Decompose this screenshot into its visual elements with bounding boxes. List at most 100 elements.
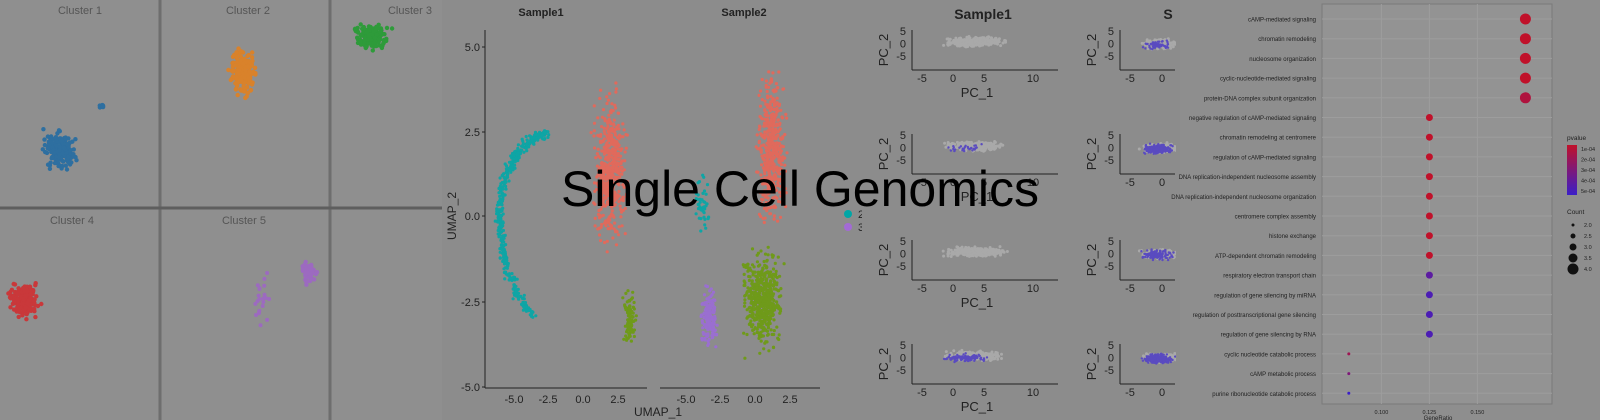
- scatter-point: [605, 95, 609, 99]
- scatter-point: [24, 312, 29, 317]
- scatter-point: [1158, 144, 1162, 147]
- scatter-point: [601, 108, 606, 112]
- scatter-point: [617, 233, 621, 237]
- scatter-point: [759, 201, 764, 205]
- scatter-point: [59, 166, 64, 171]
- scatter-point: [601, 139, 605, 143]
- scatter-point: [763, 206, 767, 210]
- scatter-point: [23, 305, 29, 310]
- scatter-point: [1150, 43, 1154, 46]
- scatter-point: [760, 133, 764, 138]
- cluster-5-scatter: [253, 271, 272, 328]
- scatter-point: [763, 216, 767, 220]
- scatter-point: [613, 103, 617, 107]
- scatter-point: [605, 192, 609, 196]
- scatter-point: [1154, 145, 1158, 148]
- scatter-point: [600, 222, 604, 227]
- y-axis-label: PC_2: [876, 138, 891, 171]
- scatter-point: [598, 156, 602, 160]
- scatter-point: [501, 228, 505, 233]
- cluster-1-outlier: [97, 102, 106, 110]
- scatter-point: [238, 77, 244, 82]
- scatter-point: [358, 22, 363, 27]
- scatter-point: [754, 145, 758, 149]
- scatter-point: [507, 179, 511, 183]
- y-tick-label: -5: [1104, 155, 1114, 167]
- scatter-point: [606, 148, 611, 152]
- scatter-point: [629, 339, 634, 343]
- scatter-point: [973, 37, 976, 41]
- scatter-point: [527, 309, 531, 313]
- scatter-point: [743, 283, 747, 287]
- scatter-point: [781, 200, 786, 204]
- scatter-point: [1146, 149, 1149, 152]
- scatter-point: [773, 144, 777, 149]
- scatter-point: [997, 250, 1000, 254]
- scatter-point: [697, 202, 701, 206]
- y-tick-label: 5: [900, 130, 906, 142]
- scatter-point: [592, 104, 596, 108]
- scatter-point: [254, 313, 258, 317]
- scatter-point: [783, 187, 788, 191]
- scatter-point: [547, 133, 551, 137]
- scatter-point: [262, 283, 267, 288]
- scatter-point: [25, 301, 30, 306]
- x-tick-label: 0: [1159, 73, 1165, 85]
- x-tick-label: 0.0: [747, 394, 762, 406]
- scatter-point: [1169, 147, 1172, 151]
- scatter-point: [778, 309, 783, 313]
- scatter-point: [57, 144, 62, 150]
- scatter-point: [768, 147, 772, 151]
- scatter-point: [754, 291, 758, 296]
- scatter-point: [601, 149, 605, 153]
- scatter-point: [1151, 45, 1155, 48]
- scatter-point: [1153, 143, 1156, 147]
- scatter-point: [781, 136, 785, 140]
- scatter-point: [777, 288, 781, 293]
- scatter-point: [764, 83, 768, 87]
- scatter-point: [505, 172, 510, 176]
- scatter-point: [544, 131, 548, 136]
- scatter-point: [61, 159, 66, 164]
- scatter-point: [257, 308, 262, 313]
- scatter-point: [257, 287, 262, 291]
- scatter-point: [762, 294, 766, 298]
- scatter-point: [230, 74, 236, 79]
- scatter-point: [382, 32, 387, 37]
- scatter-point: [522, 150, 526, 154]
- scatter-point: [495, 210, 499, 214]
- scatter-point: [532, 142, 536, 146]
- scatter-point: [599, 88, 603, 92]
- cluster-label: Cluster 4: [50, 215, 94, 227]
- scatter-point: [600, 125, 604, 129]
- scatter-point: [760, 98, 764, 102]
- scatter-point: [750, 281, 754, 285]
- scatter-point: [514, 152, 519, 157]
- scatter-point: [378, 29, 383, 34]
- scatter-point: [59, 138, 65, 144]
- scatter-point: [605, 167, 609, 171]
- scatter-point: [745, 308, 749, 312]
- scatter-point: [779, 108, 783, 112]
- scatter-point: [742, 279, 746, 283]
- scatter-point: [525, 138, 529, 142]
- scatter-point: [942, 43, 946, 47]
- scatter-point: [501, 220, 505, 224]
- scatter-point: [511, 287, 516, 291]
- scatter-point: [1137, 147, 1141, 151]
- x-tick-label: -2.5: [539, 394, 558, 406]
- scatter-point: [39, 301, 44, 307]
- scatter-point: [611, 147, 615, 151]
- y-tick-label: 0.0: [465, 211, 480, 223]
- scatter-point: [605, 239, 609, 243]
- scatter-point: [973, 40, 977, 44]
- scatter-point: [262, 292, 267, 297]
- scatter-point: [764, 201, 768, 205]
- scatter-point: [708, 325, 712, 329]
- scatter-point: [779, 167, 783, 171]
- scatter-point: [768, 212, 772, 216]
- scatter-point: [959, 39, 962, 43]
- scatter-point: [1148, 142, 1152, 145]
